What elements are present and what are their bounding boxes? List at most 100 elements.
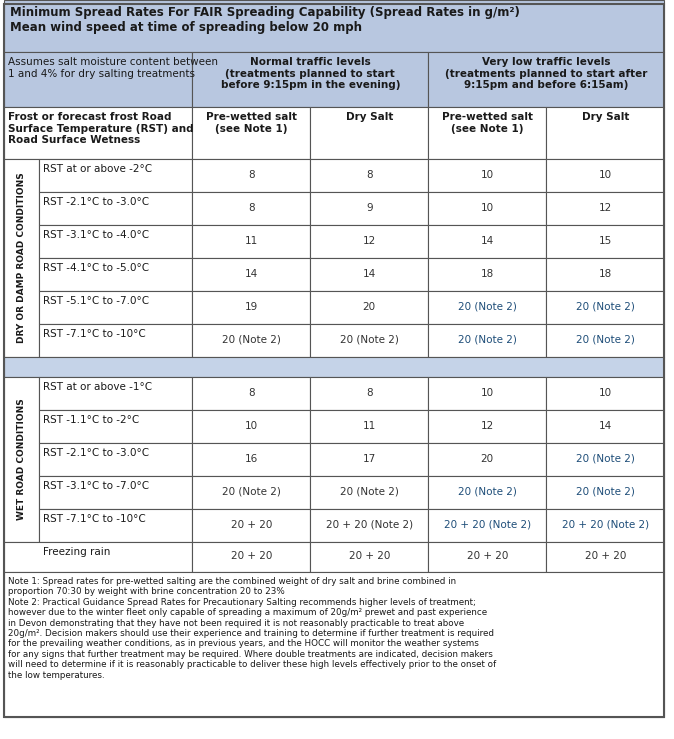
Text: 20 (Note 2): 20 (Note 2) <box>340 335 399 344</box>
Bar <box>428 509 546 542</box>
Bar <box>428 291 546 324</box>
Bar <box>546 258 664 291</box>
Bar <box>428 476 546 509</box>
Bar <box>546 377 664 410</box>
Bar <box>428 542 546 572</box>
Text: Pre-wetted salt
(see Note 1): Pre-wetted salt (see Note 1) <box>206 112 297 134</box>
Text: 20 (Note 2): 20 (Note 2) <box>576 486 635 497</box>
Bar <box>192 291 310 324</box>
Bar <box>310 258 428 291</box>
Bar <box>38 192 192 225</box>
Bar <box>38 476 192 509</box>
Bar <box>310 225 428 258</box>
Bar <box>192 192 310 225</box>
Text: 20 (Note 2): 20 (Note 2) <box>576 302 635 312</box>
Text: 10: 10 <box>481 169 494 180</box>
Text: 8: 8 <box>366 387 373 398</box>
Bar <box>546 476 664 509</box>
Text: RST -3.1°C to -4.0°C: RST -3.1°C to -4.0°C <box>42 230 149 240</box>
Bar <box>310 542 428 572</box>
Bar <box>192 377 310 410</box>
Text: 20 (Note 2): 20 (Note 2) <box>458 486 517 497</box>
Bar <box>428 107 546 159</box>
Text: 10: 10 <box>481 387 494 398</box>
Text: 8: 8 <box>248 387 255 398</box>
Bar <box>192 509 310 542</box>
Bar <box>310 324 428 357</box>
Bar <box>38 291 192 324</box>
Text: Minimum Spread Rates For FAIR Spreading Capability (Spread Rates in g/m²)
Mean w: Minimum Spread Rates For FAIR Spreading … <box>10 6 520 34</box>
Bar <box>4 357 664 377</box>
Text: 14: 14 <box>245 268 258 279</box>
Bar <box>192 107 310 159</box>
Text: 20 (Note 2): 20 (Note 2) <box>576 454 635 463</box>
Text: 14: 14 <box>363 268 376 279</box>
Bar <box>192 443 310 476</box>
Bar <box>428 258 546 291</box>
Bar <box>310 107 428 159</box>
Bar <box>546 225 664 258</box>
Text: 12: 12 <box>481 420 494 431</box>
Bar <box>38 443 192 476</box>
Bar <box>546 324 664 357</box>
Text: 8: 8 <box>248 169 255 180</box>
Text: 11: 11 <box>363 420 376 431</box>
Bar <box>546 192 664 225</box>
Bar <box>38 377 192 410</box>
Text: 20 + 20 (Note 2): 20 + 20 (Note 2) <box>326 520 412 530</box>
Text: RST at or above -1°C: RST at or above -1°C <box>42 382 152 392</box>
Text: 20 (Note 2): 20 (Note 2) <box>458 335 517 344</box>
Bar <box>546 107 664 159</box>
Text: RST -2.1°C to -3.0°C: RST -2.1°C to -3.0°C <box>42 448 149 458</box>
Bar <box>428 225 546 258</box>
Text: DRY OR DAMP ROAD CONDITIONS: DRY OR DAMP ROAD CONDITIONS <box>17 173 26 344</box>
Bar <box>4 159 38 357</box>
Text: Pre-wetted salt
(see Note 1): Pre-wetted salt (see Note 1) <box>441 112 532 134</box>
Bar <box>428 159 546 192</box>
Bar <box>38 324 192 357</box>
Text: 10: 10 <box>481 202 494 213</box>
Text: 15: 15 <box>599 236 612 245</box>
Text: Very low traffic levels
(treatments planned to start after
9:15pm and before 6:1: Very low traffic levels (treatments plan… <box>445 57 648 90</box>
Text: 20 + 20: 20 + 20 <box>466 551 508 561</box>
Text: WET ROAD CONDITIONS: WET ROAD CONDITIONS <box>17 398 26 520</box>
Text: 20 + 20: 20 + 20 <box>231 520 272 530</box>
Text: Dry Salt: Dry Salt <box>346 112 393 122</box>
Bar <box>4 107 192 159</box>
Bar <box>4 377 38 542</box>
Text: Normal traffic levels
(treatments planned to start
before 9:15pm in the evening): Normal traffic levels (treatments planne… <box>220 57 400 90</box>
Bar <box>192 542 310 572</box>
Text: 20 + 20 (Note 2): 20 + 20 (Note 2) <box>443 520 531 530</box>
Text: RST -1.1°C to -2°C: RST -1.1°C to -2°C <box>42 415 139 425</box>
Text: 9: 9 <box>366 202 373 213</box>
Bar <box>192 410 310 443</box>
Text: 8: 8 <box>366 169 373 180</box>
Bar <box>192 225 310 258</box>
Text: 16: 16 <box>245 454 258 463</box>
Text: RST -4.1°C to -5.0°C: RST -4.1°C to -5.0°C <box>42 263 149 273</box>
Text: 20: 20 <box>363 302 376 312</box>
Text: 20 (Note 2): 20 (Note 2) <box>458 302 517 312</box>
Bar <box>4 52 192 107</box>
Text: 20 + 20: 20 + 20 <box>584 551 626 561</box>
Text: 11: 11 <box>245 236 258 245</box>
Text: 20 (Note 2): 20 (Note 2) <box>222 335 281 344</box>
Text: 20 (Note 2): 20 (Note 2) <box>340 486 399 497</box>
Bar <box>546 509 664 542</box>
Bar <box>38 159 192 192</box>
Text: 12: 12 <box>599 202 612 213</box>
Text: RST -3.1°C to -7.0°C: RST -3.1°C to -7.0°C <box>42 481 149 491</box>
Text: RST -7.1°C to -10°C: RST -7.1°C to -10°C <box>42 514 146 524</box>
Bar <box>310 410 428 443</box>
Text: 20 (Note 2): 20 (Note 2) <box>576 335 635 344</box>
Text: RST -7.1°C to -10°C: RST -7.1°C to -10°C <box>42 329 146 339</box>
Text: Assumes salt moisture content between
1 and 4% for dry salting treatments: Assumes salt moisture content between 1 … <box>8 57 218 78</box>
Text: 20 (Note 2): 20 (Note 2) <box>222 486 281 497</box>
Bar <box>428 410 546 443</box>
Bar <box>428 52 664 107</box>
Text: 14: 14 <box>481 236 494 245</box>
Bar <box>38 410 192 443</box>
Text: 8: 8 <box>248 202 255 213</box>
Text: 19: 19 <box>245 302 258 312</box>
Bar <box>546 410 664 443</box>
